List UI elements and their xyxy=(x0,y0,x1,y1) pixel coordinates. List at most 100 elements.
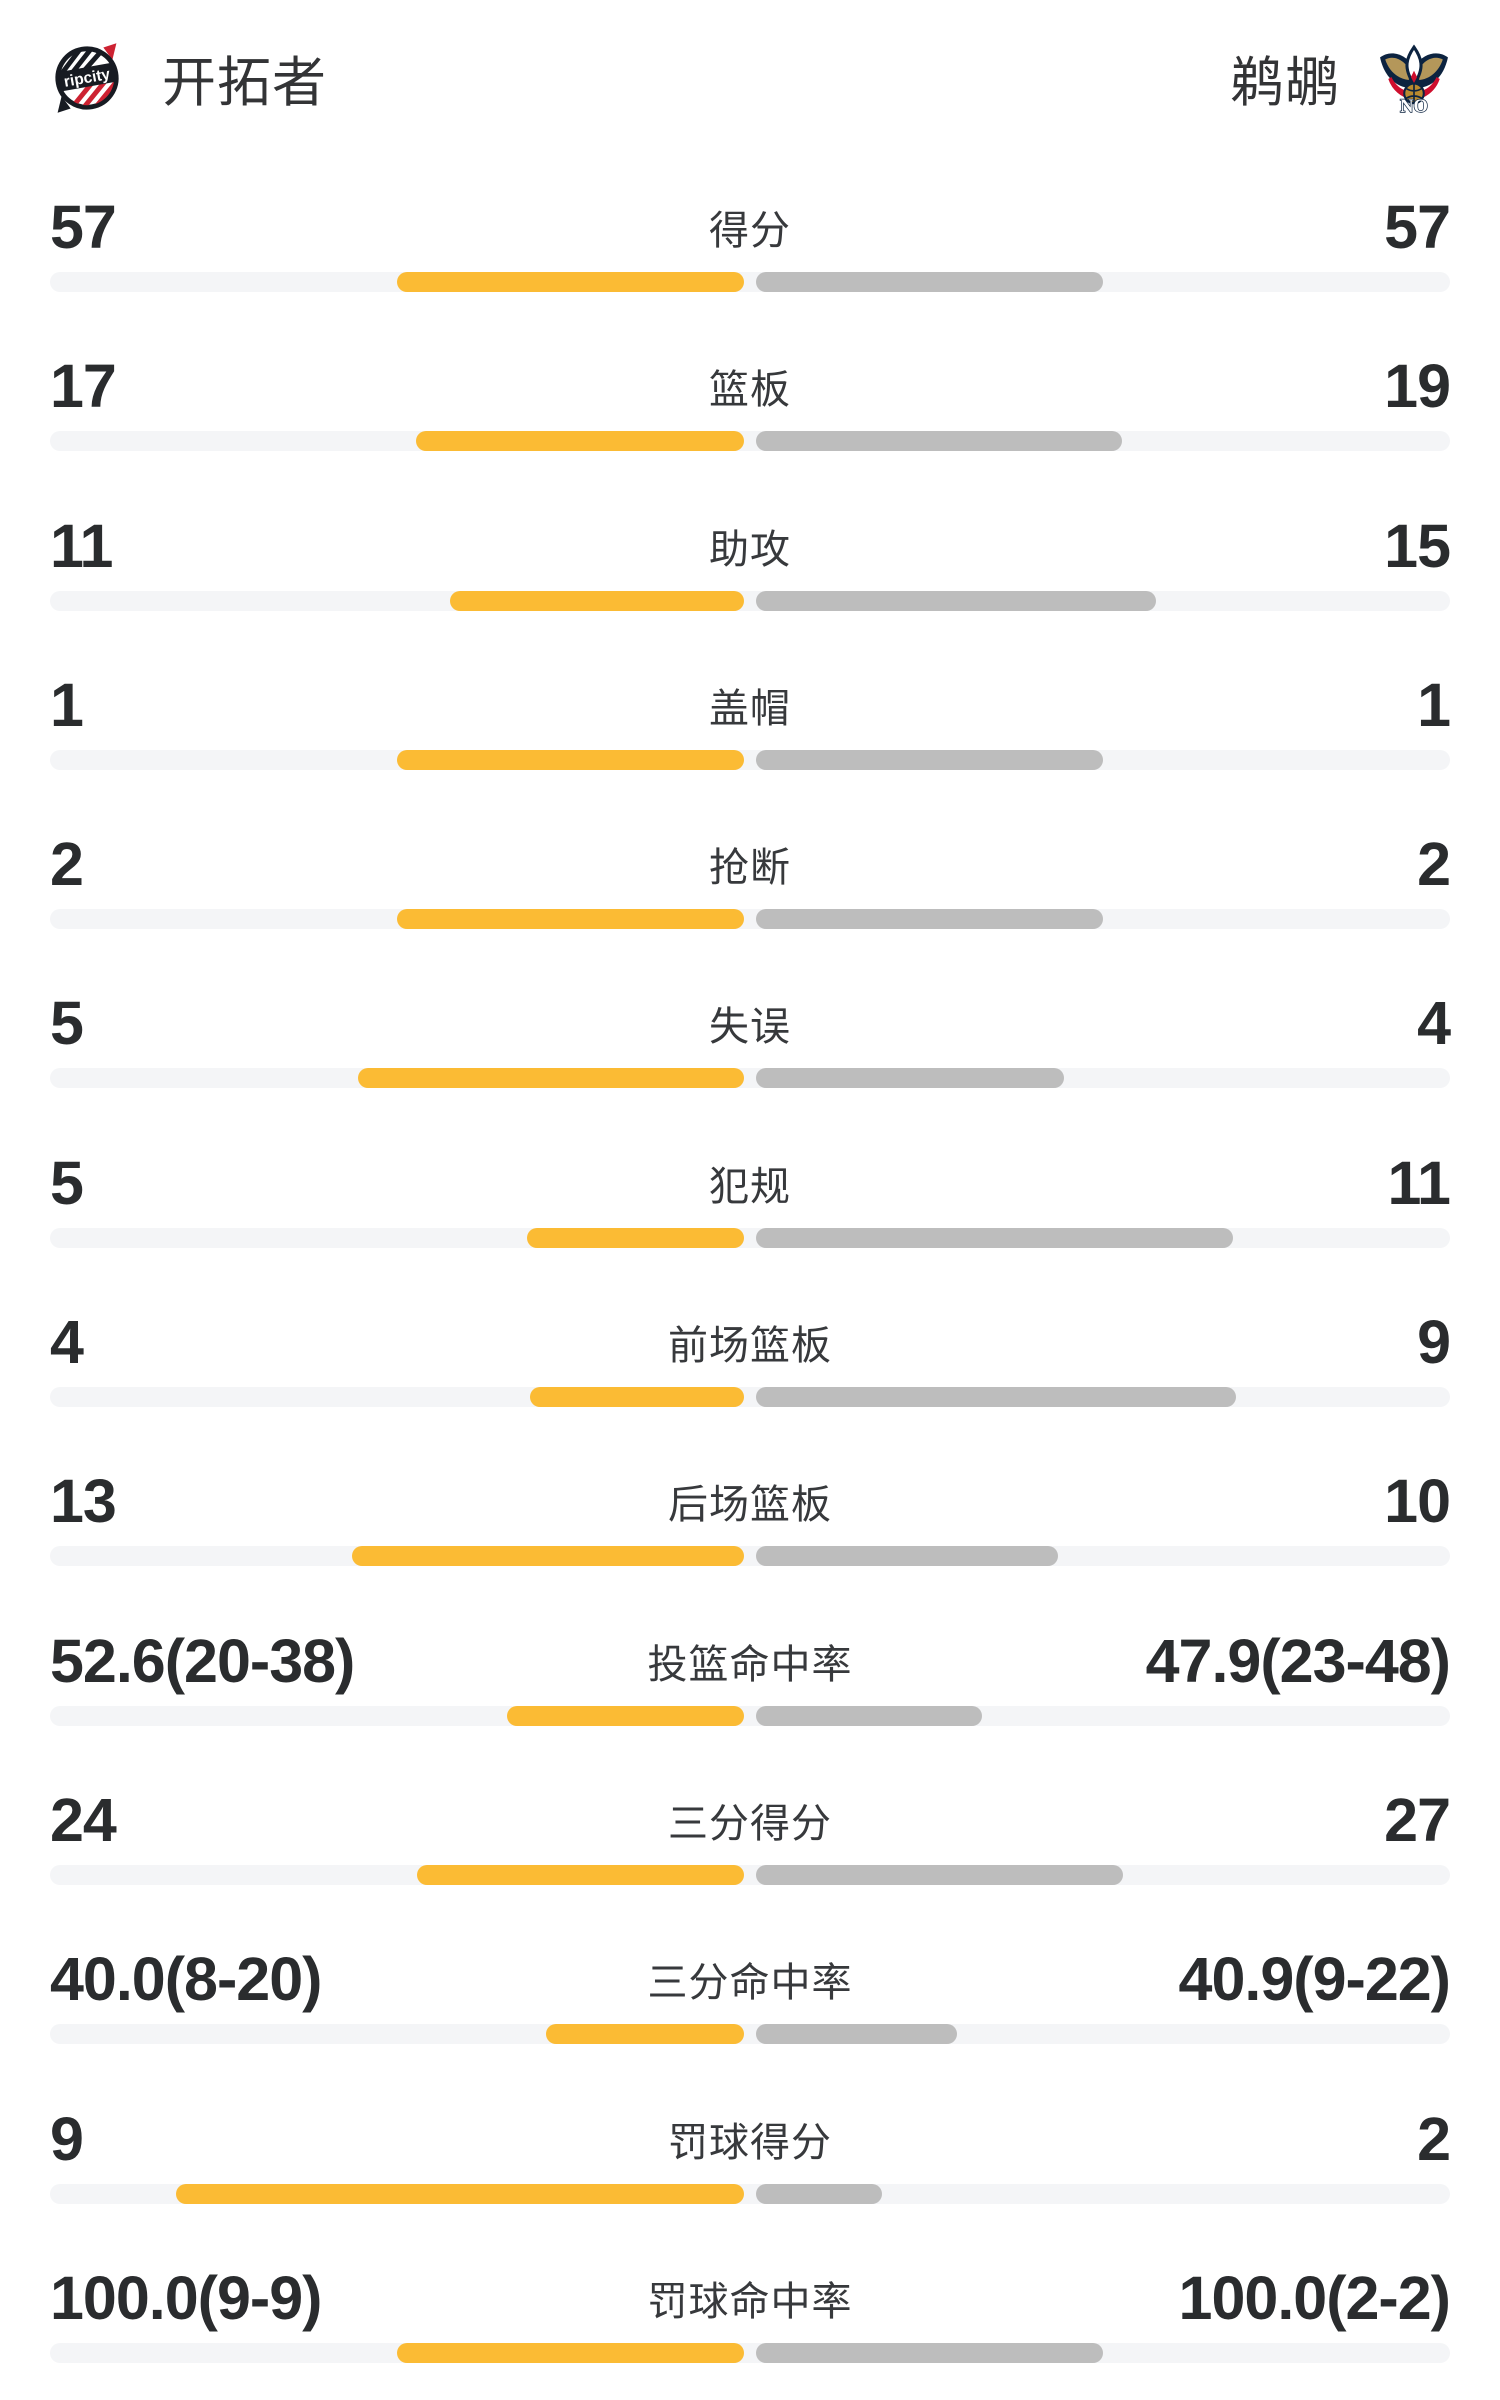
home-value: 57 xyxy=(50,193,117,261)
home-team-name: 开拓者 xyxy=(162,53,327,113)
home-value: 52.6(20-38) xyxy=(50,1626,355,1695)
stat-bar-track xyxy=(50,2183,1450,2204)
away-bar xyxy=(756,1387,1237,1408)
away-value: 57 xyxy=(1384,193,1451,261)
stat-label: 篮板 xyxy=(709,368,791,413)
team-comparison-header: ripcity 开拓者 鹈鹕 NO xyxy=(0,0,1500,155)
away-value: 4 xyxy=(1417,989,1451,1058)
away-bar xyxy=(756,909,1103,930)
stat-bar-track xyxy=(50,1864,1450,1885)
away-team-header: 鹈鹕 NO xyxy=(1230,38,1450,117)
stat-bar-track xyxy=(50,272,1450,292)
away-value: 11 xyxy=(1387,1148,1451,1217)
stat-bar-track xyxy=(50,590,1450,611)
stat-row-blocks: 1 盖帽 1 xyxy=(0,633,1500,792)
home-value: 2 xyxy=(50,830,84,899)
home-bar xyxy=(397,749,744,770)
home-bar xyxy=(450,590,744,611)
stat-row-fouls: 5 犯规 11 xyxy=(0,1111,1500,1270)
away-bar xyxy=(756,590,1157,611)
home-bar xyxy=(530,1387,744,1408)
stat-label: 失误 xyxy=(709,1005,791,1050)
away-value: 1 xyxy=(1417,670,1451,739)
home-bar xyxy=(527,1227,744,1248)
away-value: 40.9(9-22) xyxy=(1178,1945,1451,2014)
away-value: 100.0(2-2) xyxy=(1178,2263,1451,2332)
away-bar xyxy=(756,1068,1065,1089)
away-bar xyxy=(756,2183,883,2204)
stat-row-ft-pct: 100.0(9-9) 罚球命中率 100.0(2-2) xyxy=(0,2226,1500,2385)
home-value: 100.0(9-9) xyxy=(50,2263,322,2332)
away-value: 2 xyxy=(1417,830,1451,899)
away-value: 10 xyxy=(1384,1467,1451,1536)
stat-bar-track xyxy=(50,2342,1450,2363)
stat-label: 后场篮板 xyxy=(668,1483,832,1528)
pelicans-logo-text: NO xyxy=(1400,96,1428,113)
stats-comparison-list: 57 得分 57 17 篮板 19 11 助攻 15 xyxy=(0,155,1500,2385)
stat-label: 罚球得分 xyxy=(668,2120,832,2165)
stat-bar-track xyxy=(50,2024,1450,2045)
away-team-name: 鹈鹕 xyxy=(1230,53,1340,113)
away-value: 47.9(23-48) xyxy=(1145,1626,1451,1695)
stat-row-points: 57 得分 57 xyxy=(0,155,1500,314)
stat-label: 犯规 xyxy=(709,1164,791,1209)
home-value: 1 xyxy=(50,670,84,739)
stat-row-turnovers: 5 失误 4 xyxy=(0,951,1500,1110)
home-value: 5 xyxy=(50,989,84,1058)
away-bar xyxy=(756,1546,1058,1567)
pelicans-logo-icon: NO xyxy=(1380,43,1448,114)
stat-row-three-pt-pct: 40.0(8-20) 三分命中率 40.9(9-22) xyxy=(0,1907,1500,2066)
home-value: 40.0(8-20) xyxy=(50,1945,322,2014)
stat-bar-track xyxy=(50,431,1450,452)
stat-row-steals: 2 抢断 2 xyxy=(0,792,1500,951)
stat-row-offensive-rebounds: 4 前场篮板 9 xyxy=(0,1270,1500,1429)
home-value: 9 xyxy=(50,2104,84,2173)
stat-label: 前场篮板 xyxy=(668,1324,832,1369)
home-bar xyxy=(176,2183,744,2204)
home-bar xyxy=(397,2342,744,2363)
stat-row-fg-pct: 52.6(20-38) 投篮命中率 47.9(23-48) xyxy=(0,1589,1500,1748)
home-value: 24 xyxy=(50,1785,117,1854)
stat-label: 三分命中率 xyxy=(647,1961,853,2006)
home-value: 11 xyxy=(50,511,113,580)
home-bar xyxy=(397,272,744,292)
stat-row-assists: 11 助攻 15 xyxy=(0,474,1500,633)
away-value: 2 xyxy=(1417,2104,1451,2173)
stat-label: 罚球命中率 xyxy=(647,2279,853,2324)
away-bar xyxy=(756,1705,982,1726)
home-value: 5 xyxy=(50,1148,84,1217)
stat-bar-track xyxy=(50,1068,1450,1089)
home-bar xyxy=(416,431,744,452)
stat-row-three-pt-points: 24 三分得分 27 xyxy=(0,1748,1500,1907)
stat-label: 得分 xyxy=(709,209,791,253)
away-bar xyxy=(756,431,1123,452)
home-team-header: ripcity 开拓者 xyxy=(50,38,327,117)
stat-bar-track xyxy=(50,1387,1450,1408)
away-bar xyxy=(756,749,1103,770)
stat-row-defensive-rebounds: 13 后场篮板 10 xyxy=(0,1429,1500,1588)
home-value: 13 xyxy=(50,1467,117,1536)
away-bar xyxy=(756,2342,1103,2363)
away-value: 19 xyxy=(1384,352,1451,421)
home-bar xyxy=(351,1546,744,1567)
stat-row-rebounds: 17 篮板 19 xyxy=(0,314,1500,473)
home-bar xyxy=(507,1705,744,1726)
trail-blazers-logo-icon: ripcity xyxy=(55,42,119,113)
stat-bar-track xyxy=(50,749,1450,770)
home-bar xyxy=(545,2024,744,2045)
stat-label: 投篮命中率 xyxy=(647,1642,853,1687)
away-value: 9 xyxy=(1417,1308,1451,1377)
stat-bar-track xyxy=(50,1705,1450,1726)
home-bar xyxy=(358,1068,744,1089)
away-bar xyxy=(756,1864,1124,1885)
home-value: 17 xyxy=(50,352,117,421)
away-bar xyxy=(756,1227,1234,1248)
stat-label: 盖帽 xyxy=(709,686,791,731)
away-bar xyxy=(756,2024,957,2045)
stat-label: 抢断 xyxy=(709,846,791,891)
stat-row-ft-points: 9 罚球得分 2 xyxy=(0,2067,1500,2226)
stat-bar-track xyxy=(50,909,1450,930)
home-bar xyxy=(417,1864,744,1885)
away-value: 27 xyxy=(1384,1785,1451,1854)
away-bar xyxy=(756,272,1103,292)
